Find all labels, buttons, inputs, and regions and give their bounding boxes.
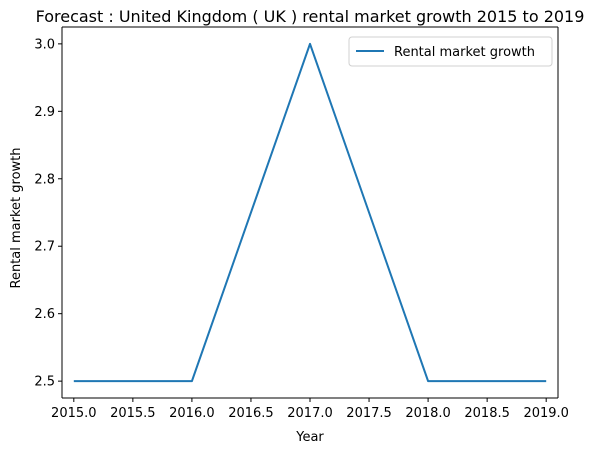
y-axis-label: Rental market growth (9, 148, 24, 289)
chart-title: Forecast : United Kingdom ( UK ) rental … (36, 7, 585, 26)
y-axis-ticks: 2.5 2.6 2.7 2.8 2.9 3.0 (34, 37, 62, 390)
x-tick-label: 2016.5 (228, 406, 274, 421)
axes-frame (61, 26, 559, 399)
x-tick-label: 2015.5 (110, 406, 156, 421)
legend-box (348, 36, 553, 67)
series-layer (73, 42, 547, 383)
x-tick-label: 2019.0 (523, 406, 569, 421)
x-tick-label: 2018.5 (464, 406, 510, 421)
legend: Rental market growth (348, 36, 553, 67)
y-tick-label: 2.9 (34, 105, 55, 120)
x-tick-label: 2018.0 (405, 406, 451, 421)
x-tick-label: 2017.5 (346, 406, 392, 421)
x-axis-ticks: 2015.0 2015.5 2016.0 2016.5 2017.0 2017.5 2018… (51, 398, 569, 421)
y-tick-label: 2.6 (34, 307, 55, 322)
x-tick-label: 2017.0 (287, 406, 333, 421)
x-tick-label: 2015.0 (51, 406, 97, 421)
x-tick-label: 2016.0 (169, 406, 215, 421)
y-tick-label: 2.5 (34, 375, 55, 390)
y-tick-label: 2.7 (34, 240, 55, 255)
x-axis-label: Year (295, 430, 324, 445)
y-tick-label: 3.0 (34, 37, 55, 52)
legend-entry-label: Rental market growth (394, 45, 535, 60)
y-tick-label: 2.8 (34, 172, 55, 187)
plot-area (62, 27, 558, 398)
